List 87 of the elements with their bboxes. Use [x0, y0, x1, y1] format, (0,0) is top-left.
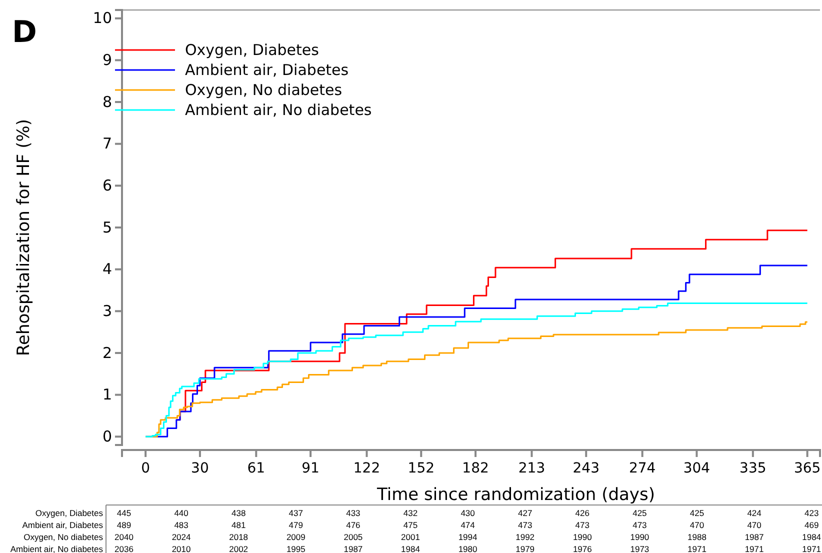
- x-tick-label: 274: [628, 460, 656, 477]
- legend-label: Ambient air, Diabetes: [185, 61, 349, 79]
- text: 481: [232, 520, 246, 530]
- text: 2036: [114, 544, 134, 553]
- y-tick-label: 6: [102, 176, 112, 194]
- x-tick-label: 30: [191, 460, 209, 477]
- text: 1971: [688, 544, 707, 553]
- text: 2009: [286, 532, 306, 542]
- text: 425: [690, 508, 704, 518]
- text: 2024: [172, 532, 192, 542]
- text: 470: [690, 520, 704, 530]
- text: 438: [232, 508, 246, 518]
- y-tick-label: 7: [102, 134, 112, 153]
- legend-label: Oxygen, No diabetes: [185, 81, 342, 99]
- x-tick-label: 213: [518, 460, 546, 477]
- text: 2010: [172, 544, 192, 553]
- text: 1980: [458, 544, 478, 553]
- text: 430: [460, 508, 476, 518]
- text: 445: [116, 508, 132, 518]
- text: 426: [575, 508, 590, 518]
- x-tick-label: 335: [740, 460, 766, 477]
- text: Oxygen, Diabetes: [35, 508, 103, 518]
- y-tick-label: 5: [102, 218, 112, 236]
- text: 479: [288, 520, 304, 530]
- text: 1990: [572, 532, 592, 542]
- text: 1976: [572, 544, 592, 553]
- y-tick-label: 2: [102, 344, 112, 362]
- y-tick-label: 0: [102, 427, 112, 446]
- legend-label: Oxygen, Diabetes: [185, 41, 320, 59]
- text: 2005: [344, 532, 363, 542]
- text: 1987: [744, 532, 764, 542]
- text: 432: [403, 508, 418, 518]
- text: 424: [747, 508, 762, 518]
- text: 483: [174, 520, 189, 530]
- text: 2040: [114, 532, 134, 542]
- text: Ambient air, Diabetes: [22, 520, 103, 530]
- y-tick-label: 10: [92, 9, 112, 28]
- text: 1994: [458, 532, 478, 542]
- text: 473: [575, 520, 590, 530]
- text: Ambient air, No diabetes: [10, 544, 103, 553]
- y-tick-label: 8: [102, 92, 112, 111]
- text: 1984: [401, 544, 420, 553]
- text: 470: [747, 520, 762, 530]
- y-tick-label: 1: [102, 386, 112, 404]
- text: 489: [116, 520, 132, 530]
- text: 469: [804, 520, 819, 530]
- chart-title: D: [12, 15, 37, 50]
- text: 423: [804, 508, 819, 518]
- x-tick-label: 91: [302, 460, 320, 477]
- y-tick-label: 9: [102, 50, 112, 69]
- text: 476: [346, 520, 361, 530]
- x-tick-label: 243: [572, 460, 600, 477]
- x-tick-label: 304: [683, 460, 710, 477]
- y-tick-label: 3: [102, 302, 112, 320]
- text: 2018: [229, 532, 248, 542]
- text: 1988: [688, 532, 707, 542]
- text: 1995: [286, 544, 306, 553]
- text: 1992: [516, 532, 535, 542]
- x-tick-label: 61: [247, 460, 266, 477]
- text: 474: [460, 520, 476, 530]
- x-tick-label: 122: [353, 460, 380, 477]
- text: 475: [403, 520, 418, 530]
- text: 440: [174, 508, 189, 518]
- text: Oxygen, No diabetes: [24, 532, 103, 542]
- text: 1987: [344, 544, 363, 553]
- x-tick-label: 182: [462, 460, 489, 477]
- text: 437: [288, 508, 304, 518]
- text: 2002: [229, 544, 248, 553]
- y-tick-label: 4: [102, 260, 112, 278]
- x-tick-label: 152: [408, 460, 435, 477]
- text: 1984: [802, 532, 822, 542]
- text: 1990: [630, 532, 650, 542]
- x-tick-label: 365: [794, 460, 821, 477]
- text: 473: [518, 520, 532, 530]
- x-tick-label: 0: [141, 460, 150, 477]
- text: 1973: [630, 544, 650, 553]
- x-axis-title: Time since randomization (days): [376, 485, 655, 505]
- text: 1979: [516, 544, 535, 553]
- legend-label: Ambient air, No diabetes: [185, 101, 372, 119]
- text: 427: [518, 508, 532, 518]
- text: 473: [632, 520, 648, 530]
- text: 1971: [802, 544, 822, 553]
- text: 433: [346, 508, 361, 518]
- text: 1971: [744, 544, 764, 553]
- text: 2001: [401, 532, 420, 542]
- text: 425: [632, 508, 648, 518]
- y-axis-title: Rehospitalization for HF (%): [14, 118, 34, 356]
